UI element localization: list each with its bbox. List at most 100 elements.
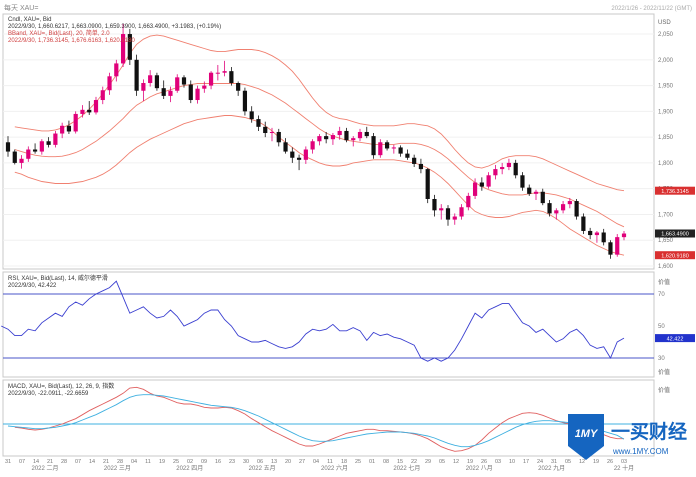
candle [141, 79, 146, 102]
candle [114, 59, 119, 82]
candle [357, 128, 363, 142]
candle [459, 204, 464, 220]
candle [134, 54, 139, 96]
candle [310, 139, 315, 154]
candle [195, 85, 200, 104]
candle-body [493, 169, 498, 176]
watermark-badge: 1MY [575, 428, 599, 440]
x-tick-label: 29 [425, 459, 431, 465]
time-axis: 31 07 14 21 28 07 14 21 28 04 11 19 25 02 09 16 23 30 06 13… [5, 459, 634, 472]
macd-legend-title: MACD, XAU=, Bid(Last), 12, 26, 9, 指数 [8, 382, 114, 390]
rsi-legend-value: 2022/9/30, 42.422 [8, 283, 57, 289]
macd-panel-frame [2, 379, 655, 457]
candle [19, 155, 24, 169]
x-tick-label: 01 [369, 459, 375, 465]
rsi-tick-label: 30 [658, 356, 665, 362]
x-month-label: 2022 三月 [104, 465, 131, 472]
candle-body [581, 216, 586, 231]
candle-body [141, 83, 146, 91]
bband-upper-line [14, 34, 625, 192]
price-legend-title: Cndl, XAU=, Bid [8, 17, 52, 23]
candle-body [310, 141, 315, 150]
bband-upper-tag-text: 1,736.3145 [661, 189, 689, 195]
candle-body [364, 131, 369, 137]
candle-body [398, 147, 403, 154]
candle-body [100, 90, 105, 101]
candle [161, 80, 166, 99]
bband-lower-line [14, 115, 625, 256]
rsi-legend-title: RSI, XAU=, Bid(Last), 14, 威尔德平滑 [8, 274, 108, 282]
candle-body [371, 136, 376, 156]
x-tick-label: 20 [285, 459, 291, 465]
x-tick-label: 23 [229, 459, 235, 465]
bband-upper-tag: 1,736.3145 [655, 186, 695, 195]
candle [148, 70, 153, 87]
candle [418, 158, 424, 174]
candle-body [19, 158, 24, 163]
candle [296, 154, 302, 171]
candle [80, 105, 85, 118]
x-tick-label: 15 [397, 459, 403, 465]
candle [5, 136, 11, 157]
candle-body [513, 162, 518, 176]
candle [181, 75, 187, 88]
candle [344, 127, 349, 143]
candle [107, 72, 112, 95]
candle-body [12, 151, 17, 163]
candle [73, 111, 78, 134]
candle [256, 115, 261, 131]
candle-body [222, 71, 227, 73]
candle [317, 134, 322, 146]
candle-body [357, 131, 363, 139]
candle [100, 86, 105, 105]
candle-body [168, 90, 173, 96]
candle [242, 87, 248, 116]
candle-body [615, 237, 620, 255]
candle [527, 184, 532, 196]
candle-body [188, 84, 193, 101]
rsi-line [1, 280, 625, 362]
candle-body [452, 216, 457, 220]
candle [53, 130, 58, 148]
candle [303, 146, 308, 164]
candle [466, 192, 471, 211]
candle-body [391, 147, 396, 149]
candle-body [236, 83, 241, 91]
x-tick-label: 12 [453, 459, 459, 465]
candle [26, 146, 31, 162]
candle-body [540, 191, 545, 204]
candle-body [242, 90, 248, 112]
candle-body [66, 125, 72, 132]
rsi-value-tag: 42.422 [655, 334, 695, 342]
x-tick-label: 09 [201, 459, 207, 465]
candle-body [439, 208, 444, 211]
candle [276, 128, 281, 147]
x-month-label: 2022 七月 [393, 464, 420, 472]
candle-body [263, 126, 268, 134]
macd-line [14, 386, 624, 452]
candle-body [32, 149, 38, 152]
x-tick-label: 18 [341, 459, 347, 465]
candle [168, 86, 173, 103]
x-tick-label: 04 [131, 459, 137, 465]
candle [452, 213, 457, 225]
candle [520, 172, 525, 191]
x-tick-label: 14 [89, 459, 95, 465]
x-tick-label: 19 [593, 459, 599, 465]
candle [506, 158, 512, 171]
x-tick-label: 11 [327, 459, 333, 465]
x-tick-label: 07 [19, 459, 25, 465]
candle [263, 121, 268, 138]
candle [236, 81, 241, 96]
candle [378, 139, 383, 158]
candle-body [330, 135, 336, 140]
candle [445, 205, 451, 226]
candle [371, 133, 376, 159]
candle-body [202, 85, 207, 89]
candle-body [39, 141, 44, 152]
watermark-logo: 1MY 一买财经 www.1MY.COM [568, 414, 687, 460]
candle-body [567, 201, 572, 205]
candle [425, 168, 430, 204]
candle [290, 147, 295, 163]
